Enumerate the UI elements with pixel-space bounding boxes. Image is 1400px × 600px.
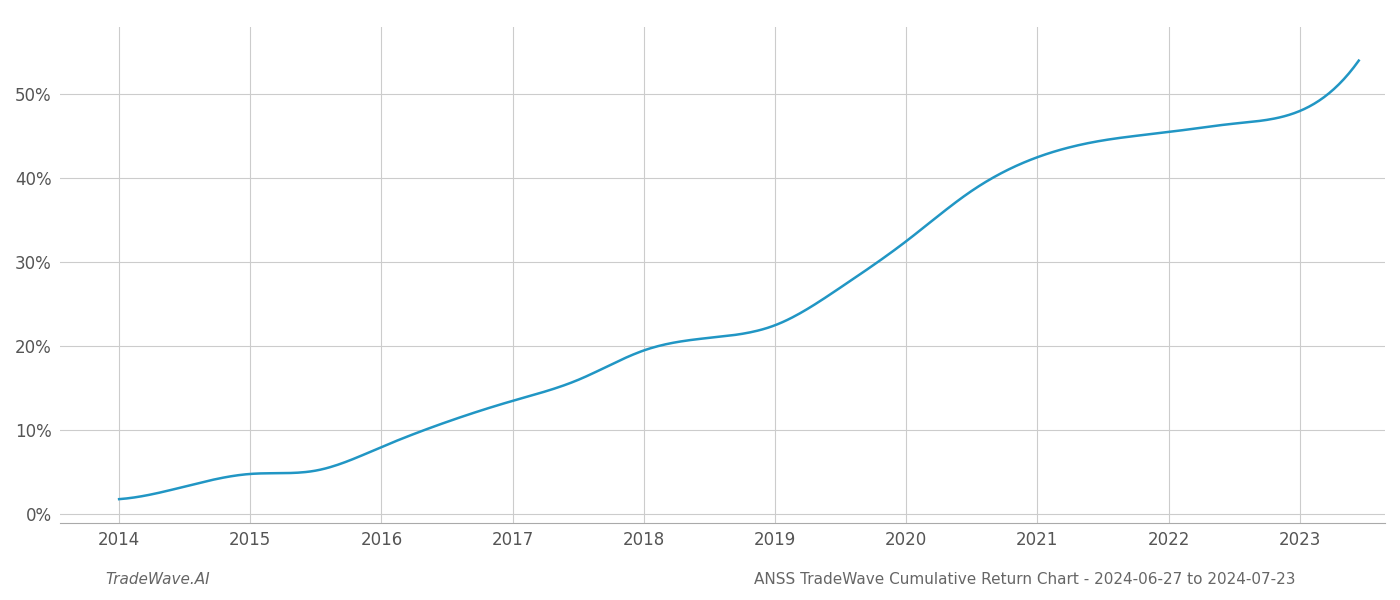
Text: TradeWave.AI: TradeWave.AI [105,572,210,587]
Text: ANSS TradeWave Cumulative Return Chart - 2024-06-27 to 2024-07-23: ANSS TradeWave Cumulative Return Chart -… [753,572,1295,587]
